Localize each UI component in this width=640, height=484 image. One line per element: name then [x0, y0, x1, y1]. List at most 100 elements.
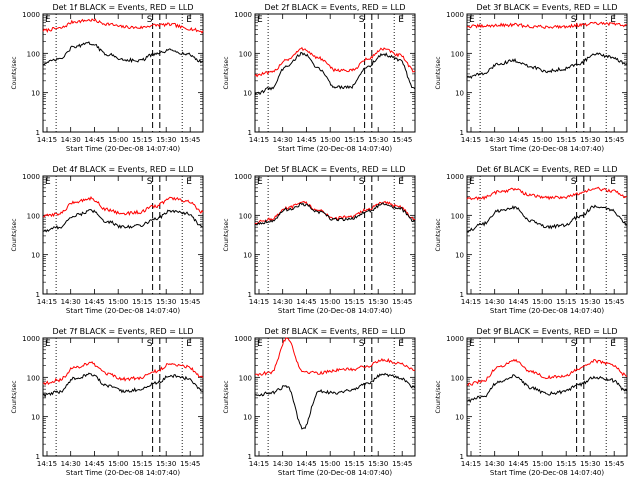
y-axis-label: Counts/sec — [223, 380, 230, 413]
plot-frame — [255, 176, 415, 294]
plot-frame — [467, 176, 627, 294]
y-tick-label: 10 — [455, 252, 464, 260]
x-tick-label: 14:45 — [508, 298, 528, 306]
x-axis-label: Start Time (20-Dec-08 14:07:40) — [278, 145, 392, 153]
x-tick-label: 15:45 — [180, 298, 200, 306]
panel-8: Det 8f BLACK = Events, RED = LLD11010010… — [223, 327, 415, 477]
y-tick-label: 100 — [27, 50, 40, 58]
y-tick-label: 10 — [455, 414, 464, 422]
y-tick-label: 10 — [31, 252, 40, 260]
x-tick-label: 14:15 — [461, 298, 481, 306]
x-tick-label: 15:00 — [532, 136, 552, 144]
x-tick-label: 14:30 — [61, 136, 81, 144]
x-tick-label: 15:30 — [580, 136, 600, 144]
x-tick-label: 15:30 — [368, 460, 388, 468]
x-tick-label: 15:30 — [156, 136, 176, 144]
x-tick-label: 14:30 — [273, 298, 293, 306]
panel-title: Det 2f BLACK = Events, RED = LLD — [264, 3, 405, 12]
y-axis-label: Counts/sec — [435, 218, 442, 251]
y-tick-label: 10 — [31, 90, 40, 98]
x-tick-label: 15:00 — [320, 460, 340, 468]
y-axis-label: Counts/sec — [11, 56, 18, 89]
marker-label-e-left: E — [257, 15, 263, 25]
x-tick-label: 14:45 — [84, 136, 104, 144]
panel-3: Det 3f BLACK = Events, RED = LLD11010010… — [435, 3, 627, 153]
marker-label-e-left: E — [469, 15, 475, 25]
y-tick-label: 10 — [243, 414, 252, 422]
x-tick-label: 15:15 — [556, 460, 576, 468]
series-events — [467, 53, 627, 78]
y-tick-label: 1000 — [446, 11, 464, 19]
series-events — [467, 205, 627, 232]
panel-title: Det 6f BLACK = Events, RED = LLD — [476, 165, 617, 174]
y-tick-label: 100 — [239, 374, 252, 382]
x-tick-label: 15:15 — [132, 460, 152, 468]
x-tick-label: 15:00 — [532, 460, 552, 468]
x-tick-label: 15:00 — [108, 298, 128, 306]
marker-label-s: S — [147, 339, 153, 349]
x-tick-label: 14:30 — [273, 460, 293, 468]
y-tick-label: 10 — [455, 90, 464, 98]
x-axis-label: Start Time (20-Dec-08 14:07:40) — [278, 307, 392, 315]
y-tick-label: 1000 — [234, 11, 252, 19]
panel-7: Det 7f BLACK = Events, RED = LLD11010010… — [11, 327, 203, 477]
panel-title: Det 3f BLACK = Events, RED = LLD — [476, 3, 617, 12]
y-tick-label: 1000 — [22, 335, 40, 343]
x-tick-label: 15:45 — [392, 460, 412, 468]
x-tick-label: 14:45 — [296, 298, 316, 306]
x-tick-label: 14:30 — [485, 460, 505, 468]
x-tick-label: 15:15 — [344, 136, 364, 144]
x-tick-label: 15:00 — [108, 136, 128, 144]
y-tick-label: 1000 — [22, 11, 40, 19]
y-tick-label: 100 — [451, 374, 464, 382]
x-axis-label: Start Time (20-Dec-08 14:07:40) — [278, 469, 392, 477]
x-tick-label: 14:30 — [273, 136, 293, 144]
y-tick-label: 1000 — [234, 335, 252, 343]
series-lld — [43, 19, 203, 33]
y-tick-label: 1000 — [446, 335, 464, 343]
y-tick-label: 10 — [243, 252, 252, 260]
plot-frame — [43, 176, 203, 294]
x-tick-label: 15:30 — [156, 298, 176, 306]
x-tick-label: 15:00 — [320, 136, 340, 144]
x-tick-label: 14:15 — [37, 460, 57, 468]
x-tick-label: 14:15 — [461, 136, 481, 144]
marker-label-e-left: E — [469, 177, 475, 187]
plot-frame — [43, 14, 203, 132]
y-tick-label: 100 — [27, 212, 40, 220]
series-lld — [467, 360, 627, 386]
x-tick-label: 14:15 — [37, 298, 57, 306]
x-tick-label: 15:45 — [392, 298, 412, 306]
y-tick-label: 10 — [243, 90, 252, 98]
x-axis-label: Start Time (20-Dec-08 14:07:40) — [490, 145, 604, 153]
y-axis-label: Counts/sec — [435, 380, 442, 413]
marker-label-e-left: E — [45, 177, 51, 187]
x-tick-label: 14:30 — [61, 460, 81, 468]
panel-title: Det 7f BLACK = Events, RED = LLD — [52, 327, 193, 336]
x-tick-label: 15:15 — [344, 460, 364, 468]
x-tick-label: 14:30 — [61, 298, 81, 306]
series-lld — [255, 202, 415, 224]
y-tick-label: 1000 — [446, 173, 464, 181]
marker-label-e-left: E — [45, 15, 51, 25]
marker-label-s: S — [359, 15, 365, 25]
x-tick-label: 15:45 — [180, 136, 200, 144]
y-tick-label: 100 — [27, 374, 40, 382]
x-axis-label: Start Time (20-Dec-08 14:07:40) — [66, 469, 180, 477]
panel-title: Det 1f BLACK = Events, RED = LLD — [52, 3, 193, 12]
marker-label-e-right: E — [186, 339, 192, 349]
x-tick-label: 14:30 — [485, 136, 505, 144]
marker-label-e-left: E — [257, 339, 263, 349]
series-events — [255, 53, 415, 96]
marker-label-e-left: E — [45, 339, 51, 349]
x-tick-label: 15:15 — [344, 298, 364, 306]
y-tick-label: 100 — [451, 212, 464, 220]
x-tick-label: 15:30 — [580, 298, 600, 306]
x-tick-label: 14:45 — [296, 460, 316, 468]
x-tick-label: 15:30 — [156, 460, 176, 468]
panel-9: Det 9f BLACK = Events, RED = LLD11010010… — [435, 327, 627, 477]
panel-4: Det 4f BLACK = Events, RED = LLD11010010… — [11, 165, 203, 315]
x-tick-label: 15:15 — [132, 136, 152, 144]
x-axis-label: Start Time (20-Dec-08 14:07:40) — [490, 469, 604, 477]
